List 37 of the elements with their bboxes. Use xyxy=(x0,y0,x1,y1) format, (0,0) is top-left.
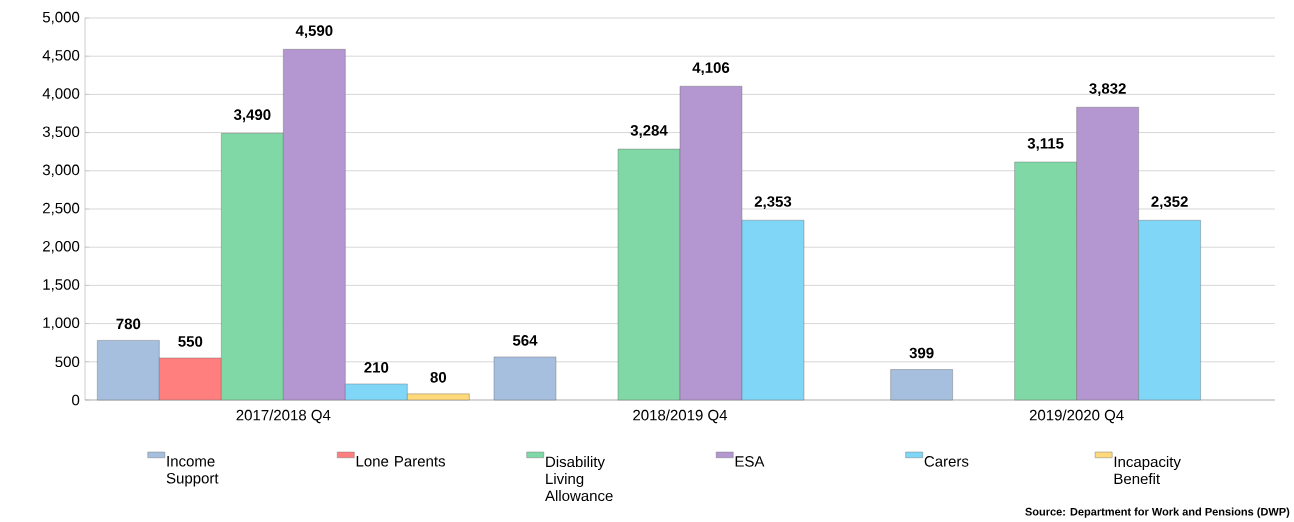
x-tick-label: 2019/2020 Q4 xyxy=(1029,409,1124,424)
data-label: 550 xyxy=(178,336,203,347)
data-label: 780 xyxy=(116,318,141,330)
y-tick-label: 1,000 xyxy=(43,317,80,330)
x-tick-label: 2018/2019 Q4 xyxy=(633,409,728,424)
y-tick-label: 0 xyxy=(72,394,80,406)
legend-label: Lone Parents xyxy=(356,456,446,467)
legend-label: Carers xyxy=(924,456,969,467)
data-label: 3,284 xyxy=(630,125,668,138)
source-note: Source: Department for Work and Pensions (DWP) xyxy=(1025,507,1290,518)
data-label: 80 xyxy=(430,372,447,383)
legend-label: ESA xyxy=(735,456,765,467)
y-tick-label: 4,000 xyxy=(42,88,80,101)
legend-label: Income Support xyxy=(166,456,219,487)
legend-label: Disability Living Allowance xyxy=(545,456,613,502)
bar xyxy=(493,356,557,401)
y-tick-label: 3,500 xyxy=(42,126,80,139)
data-label: 4,106 xyxy=(692,62,730,76)
data-label: 2,353 xyxy=(754,196,792,210)
data-label: 2,352 xyxy=(1151,196,1188,210)
data-label: 564 xyxy=(512,335,538,346)
x-tick-label: 2017/2018 Q4 xyxy=(236,409,331,424)
data-label: 210 xyxy=(364,362,389,373)
y-tick-label: 2,000 xyxy=(43,240,80,254)
y-tick-label: 5,000 xyxy=(42,11,80,25)
y-tick-label: 4,500 xyxy=(42,50,80,63)
legend-label: Incapacity Benefit xyxy=(1114,456,1181,485)
y-tick-label: 1,500 xyxy=(43,279,80,292)
y-tick-label: 2,500 xyxy=(43,202,80,216)
data-label: 3,832 xyxy=(1089,83,1126,97)
bar xyxy=(890,369,953,401)
data-label: 3,490 xyxy=(233,109,271,123)
y-tick-label: 3,000 xyxy=(42,164,80,177)
data-label: 399 xyxy=(909,347,934,359)
y-tick-label: 500 xyxy=(55,356,80,368)
data-label: 4,590 xyxy=(295,25,333,39)
data-label: 3,115 xyxy=(1027,138,1064,151)
